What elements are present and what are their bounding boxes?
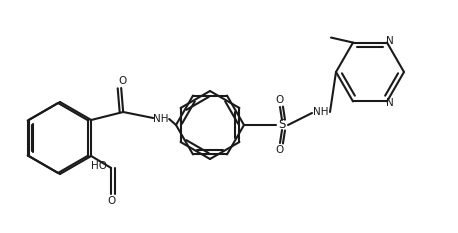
- Text: S: S: [278, 119, 286, 131]
- Text: HO: HO: [91, 161, 107, 171]
- Text: N: N: [386, 36, 394, 46]
- Text: NH: NH: [313, 107, 329, 117]
- Text: NH: NH: [153, 114, 169, 124]
- Text: N: N: [386, 99, 394, 108]
- Text: O: O: [118, 76, 126, 86]
- Text: O: O: [107, 196, 115, 206]
- Text: O: O: [276, 145, 284, 155]
- Text: O: O: [276, 95, 284, 105]
